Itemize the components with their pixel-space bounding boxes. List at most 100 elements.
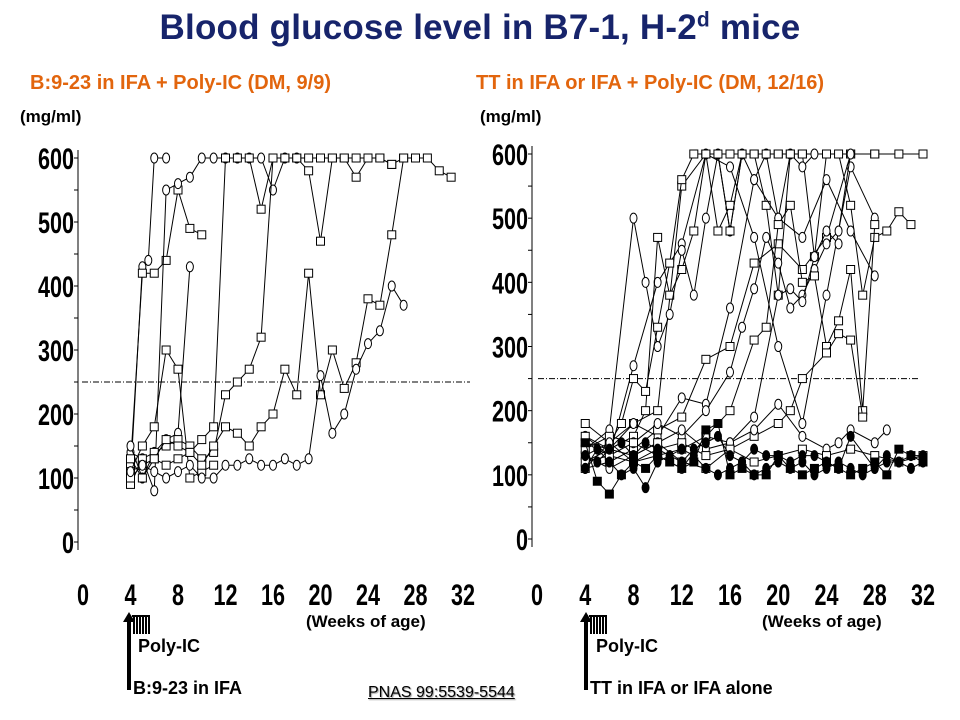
right-data-point — [834, 225, 843, 237]
right-data-point — [629, 374, 638, 384]
right-data-point — [870, 220, 880, 230]
right-data-point — [617, 437, 626, 449]
right-data-point — [629, 462, 638, 474]
left-data-point — [149, 422, 159, 432]
left-data-point — [328, 427, 337, 439]
left-x-tick-label: 24 — [356, 577, 380, 611]
right-x-tick-label: 4 — [579, 577, 591, 611]
right-data-point — [762, 462, 771, 474]
left-series-line — [130, 157, 404, 485]
left-series-4 — [126, 345, 219, 483]
right-data-point — [894, 207, 904, 217]
left-data-point — [221, 422, 230, 432]
right-data-point — [653, 456, 662, 468]
right-data-point — [629, 438, 638, 448]
left-data-point — [399, 153, 409, 163]
right-data-point — [798, 418, 807, 429]
left-injection-ticks — [132, 615, 150, 634]
left-data-point — [137, 473, 147, 483]
right-data-point — [761, 322, 771, 332]
left-data-point — [173, 454, 183, 464]
right-y-unit-label: (mg/ml) — [480, 107, 542, 126]
left-data-point — [232, 377, 242, 387]
right-data-point — [665, 450, 674, 462]
left-glucose-chart: 0 100 200 300 400 500 600 0 4 8 12 16 20 24 28 32 — [38, 141, 475, 611]
left-series-line — [130, 266, 191, 480]
right-data-point — [738, 321, 747, 333]
right-data-point — [653, 341, 662, 352]
left-data-point — [162, 472, 171, 484]
left-data-point — [137, 268, 147, 278]
right-data-point — [858, 290, 868, 300]
right-series-line — [585, 333, 864, 463]
right-data-point — [750, 469, 759, 481]
right-axes: 0 100 200 300 400 500 600 0 4 8 12 16 20 24 28 32 — [492, 137, 935, 611]
right-data-point — [810, 450, 819, 462]
right-data-point — [677, 175, 687, 185]
right-data-point — [822, 174, 831, 186]
slide-title-superscript: d — [696, 8, 710, 32]
right-data-point — [797, 374, 807, 384]
right-data-point — [810, 469, 819, 481]
right-data-point — [882, 450, 891, 462]
left-data-point — [209, 422, 219, 432]
right-data-point — [677, 443, 686, 455]
left-data-point — [197, 472, 206, 484]
right-data-point — [641, 386, 651, 396]
left-series-1 — [126, 152, 171, 484]
left-data-point — [126, 466, 135, 478]
right-panel-title: TT in IFA or IFA + Poly-IC (DM, 12/16) — [476, 72, 825, 94]
right-data-point — [605, 443, 614, 455]
left-x-tick-label: 4 — [124, 577, 136, 611]
right-data-point — [605, 456, 614, 468]
left-data-point — [221, 153, 230, 163]
right-data-point — [749, 335, 759, 345]
right-data-point — [701, 354, 711, 364]
left-data-point — [292, 459, 301, 471]
right-data-point — [870, 437, 879, 449]
right-data-point — [726, 450, 734, 462]
left-data-point — [244, 441, 254, 451]
right-y-tick-label: 0 — [516, 522, 528, 556]
right-data-point — [773, 149, 783, 159]
right-data-point — [822, 238, 831, 250]
left-data-point — [304, 268, 314, 278]
right-data-point — [762, 231, 771, 243]
left-x-tick-label: 28 — [403, 577, 427, 611]
left-series-9 — [126, 153, 397, 483]
right-data-point — [798, 161, 807, 173]
right-x-tick-label: 8 — [627, 577, 639, 611]
left-y-tick-label: 0 — [62, 525, 74, 559]
right-data-point — [726, 302, 734, 314]
right-data-point — [726, 161, 734, 173]
left-data-point — [280, 364, 290, 374]
right-glucose-chart: 0 100 200 300 400 500 600 0 4 8 12 16 20 24 28 32 — [492, 137, 935, 611]
right-x-tick-label: 24 — [814, 577, 838, 611]
right-data-point — [580, 438, 590, 448]
left-data-point — [304, 453, 313, 465]
right-series-6 — [581, 174, 879, 468]
left-data-point — [256, 422, 266, 432]
right-data-point — [822, 289, 831, 301]
right-data-point — [701, 462, 710, 474]
left-data-point — [268, 153, 278, 163]
left-data-point — [150, 466, 159, 478]
left-series-7 — [126, 153, 456, 483]
right-data-point — [750, 443, 759, 455]
left-data-point — [232, 428, 242, 438]
right-data-point — [810, 148, 819, 160]
right-data-point — [870, 232, 880, 242]
left-series-8 — [126, 280, 408, 484]
left-data-point — [162, 152, 171, 164]
right-data-point — [725, 226, 735, 236]
right-data-point — [774, 398, 783, 410]
left-data-point — [197, 460, 207, 470]
left-y-tick-label: 100 — [38, 461, 74, 495]
left-x-tick-label: 0 — [77, 577, 89, 611]
right-x-tick-label: 32 — [911, 577, 935, 611]
right-data-point — [738, 456, 747, 468]
right-data-point — [593, 456, 602, 468]
right-data-point — [834, 437, 843, 449]
right-data-point — [846, 335, 856, 345]
right-series-5 — [580, 149, 807, 461]
